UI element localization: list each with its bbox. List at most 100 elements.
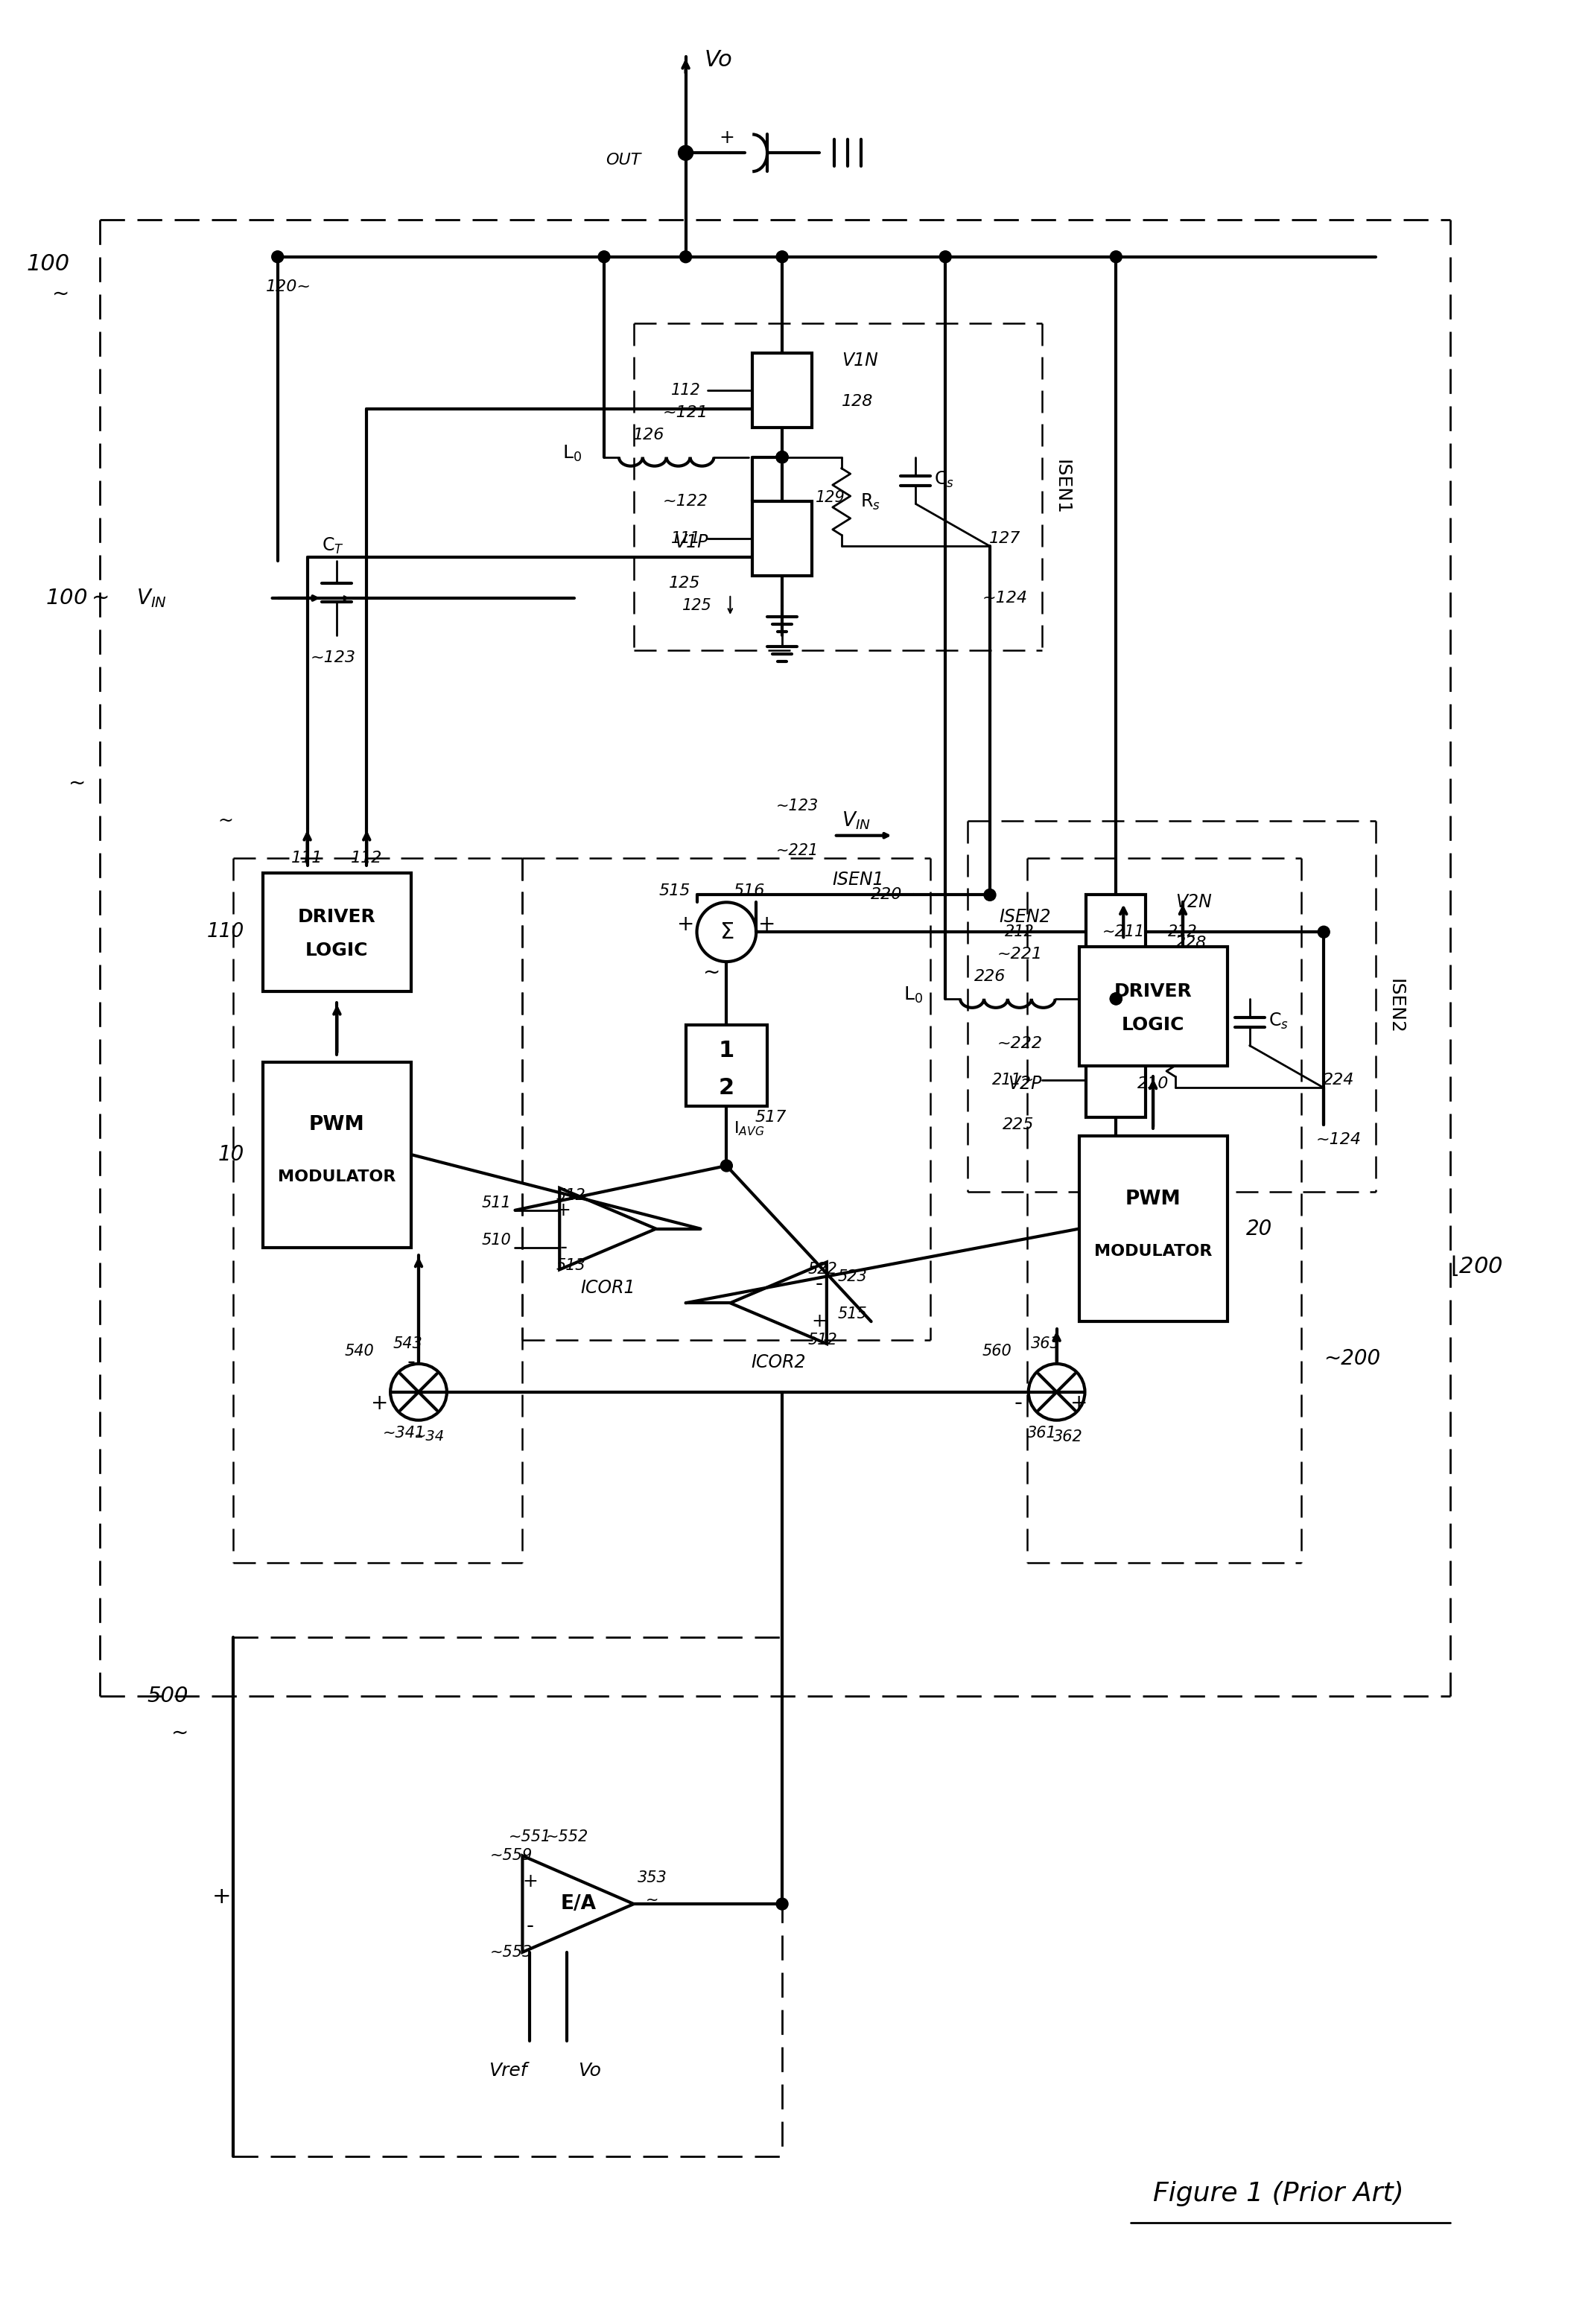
Circle shape bbox=[1111, 992, 1122, 1004]
Text: DRIVER: DRIVER bbox=[298, 909, 375, 925]
Text: 125: 125 bbox=[668, 576, 700, 590]
Text: 510: 510 bbox=[482, 1232, 511, 1248]
Text: 1: 1 bbox=[719, 1039, 735, 1062]
Text: Vo: Vo bbox=[578, 2061, 601, 2080]
Text: 111: 111 bbox=[291, 851, 323, 865]
Text: ~222: ~222 bbox=[998, 1037, 1042, 1050]
Text: 523: 523 bbox=[838, 1269, 867, 1285]
Circle shape bbox=[598, 251, 609, 263]
Text: 363: 363 bbox=[1031, 1336, 1060, 1350]
Text: -: - bbox=[1013, 1392, 1021, 1413]
Text: ~221: ~221 bbox=[776, 844, 818, 858]
Bar bbox=[1087, 1043, 1146, 1118]
Bar bbox=[263, 1062, 410, 1248]
Text: 100: 100 bbox=[27, 253, 70, 274]
Text: 129: 129 bbox=[816, 490, 845, 504]
Text: ~: ~ bbox=[172, 1722, 189, 1743]
Text: R$_s$: R$_s$ bbox=[1193, 1034, 1214, 1053]
Circle shape bbox=[776, 1899, 788, 1910]
Text: 229: 229 bbox=[1149, 1032, 1179, 1048]
Bar bbox=[1087, 895, 1146, 969]
Circle shape bbox=[776, 451, 788, 462]
Text: V2P: V2P bbox=[1009, 1076, 1042, 1092]
Text: ISEN1: ISEN1 bbox=[1053, 460, 1071, 514]
Text: ~553: ~553 bbox=[490, 1945, 533, 1959]
Text: V$_{IN}$: V$_{IN}$ bbox=[842, 811, 870, 832]
Text: 100$\sim$: 100$\sim$ bbox=[46, 588, 108, 609]
Text: PWM: PWM bbox=[309, 1116, 364, 1134]
Text: 228: 228 bbox=[1176, 937, 1208, 951]
Text: ISEN2: ISEN2 bbox=[1387, 978, 1405, 1034]
Text: ~341: ~341 bbox=[382, 1425, 425, 1441]
Text: 125: 125 bbox=[683, 597, 711, 614]
Circle shape bbox=[939, 251, 951, 263]
Text: ~: ~ bbox=[68, 774, 86, 795]
Text: 225: 225 bbox=[1002, 1118, 1034, 1132]
Text: Figure 1 (Prior Art): Figure 1 (Prior Art) bbox=[1153, 2180, 1403, 2205]
Text: +: + bbox=[811, 1313, 827, 1329]
Text: 10: 10 bbox=[218, 1143, 245, 1164]
Text: 126: 126 bbox=[633, 428, 665, 442]
Text: C$_s$: C$_s$ bbox=[934, 469, 955, 488]
Text: 20: 20 bbox=[1246, 1218, 1273, 1239]
Circle shape bbox=[776, 251, 788, 263]
Text: ~559: ~559 bbox=[490, 1848, 533, 1864]
Text: C$_s$: C$_s$ bbox=[1268, 1011, 1289, 1032]
Text: 211~: 211~ bbox=[991, 1074, 1034, 1088]
Text: +: + bbox=[678, 913, 694, 934]
Text: ICOR2: ICOR2 bbox=[751, 1353, 805, 1371]
Text: +: + bbox=[1071, 1392, 1088, 1413]
Text: 353: 353 bbox=[638, 1871, 667, 1885]
Text: +: + bbox=[759, 913, 776, 934]
Text: 511: 511 bbox=[482, 1195, 511, 1211]
Text: 517: 517 bbox=[756, 1111, 788, 1125]
Text: Vo: Vo bbox=[705, 49, 732, 72]
Text: E/A: E/A bbox=[560, 1894, 597, 1913]
Text: 128: 128 bbox=[842, 395, 873, 409]
Text: -: - bbox=[407, 1353, 415, 1373]
Bar bbox=[686, 1025, 767, 1106]
Text: 361: 361 bbox=[1028, 1425, 1056, 1441]
Text: MODULATOR: MODULATOR bbox=[278, 1169, 396, 1185]
Text: C$_T$: C$_T$ bbox=[321, 537, 344, 555]
Text: 500: 500 bbox=[148, 1685, 189, 1706]
Text: -: - bbox=[560, 1236, 566, 1257]
Text: LOGIC: LOGIC bbox=[305, 941, 369, 960]
Bar bbox=[753, 502, 811, 576]
Text: 515: 515 bbox=[659, 883, 690, 899]
Text: ~123: ~123 bbox=[310, 651, 356, 665]
Text: ~: ~ bbox=[53, 284, 70, 304]
Text: MODULATOR: MODULATOR bbox=[1095, 1243, 1212, 1260]
Text: ~: ~ bbox=[646, 1892, 659, 1908]
Text: +: + bbox=[522, 1873, 538, 1892]
Text: 212: 212 bbox=[1006, 925, 1034, 939]
Text: L$_0$: L$_0$ bbox=[562, 444, 582, 462]
Text: 112: 112 bbox=[352, 851, 382, 865]
Text: 110: 110 bbox=[207, 923, 245, 941]
Text: 226: 226 bbox=[974, 969, 1006, 983]
Text: 220~: 220~ bbox=[870, 888, 916, 902]
Text: Vref: Vref bbox=[488, 2061, 527, 2080]
Text: ICOR1: ICOR1 bbox=[581, 1278, 635, 1297]
Text: V1P: V1P bbox=[675, 535, 708, 551]
Text: 522: 522 bbox=[808, 1262, 838, 1276]
Text: OUT: OUT bbox=[606, 153, 641, 167]
Bar bbox=[1079, 946, 1227, 1064]
Text: 362: 362 bbox=[1053, 1429, 1082, 1443]
Circle shape bbox=[776, 451, 788, 462]
Text: LOGIC: LOGIC bbox=[1122, 1016, 1185, 1034]
Text: ISEN2: ISEN2 bbox=[999, 909, 1050, 925]
Circle shape bbox=[983, 890, 996, 902]
Text: 2: 2 bbox=[719, 1076, 735, 1099]
Text: V$_{IN}$: V$_{IN}$ bbox=[137, 588, 167, 609]
Text: 515: 515 bbox=[838, 1306, 867, 1322]
Text: I$_{AVG}$: I$_{AVG}$ bbox=[733, 1120, 765, 1136]
Text: 111: 111 bbox=[671, 532, 700, 546]
Text: 516: 516 bbox=[733, 883, 765, 899]
Text: V2N: V2N bbox=[1176, 892, 1212, 911]
Text: 212: 212 bbox=[1168, 925, 1198, 939]
Text: +: + bbox=[555, 1202, 571, 1220]
Text: ~121: ~121 bbox=[663, 404, 708, 421]
Bar bbox=[263, 872, 410, 992]
Circle shape bbox=[1111, 251, 1122, 263]
